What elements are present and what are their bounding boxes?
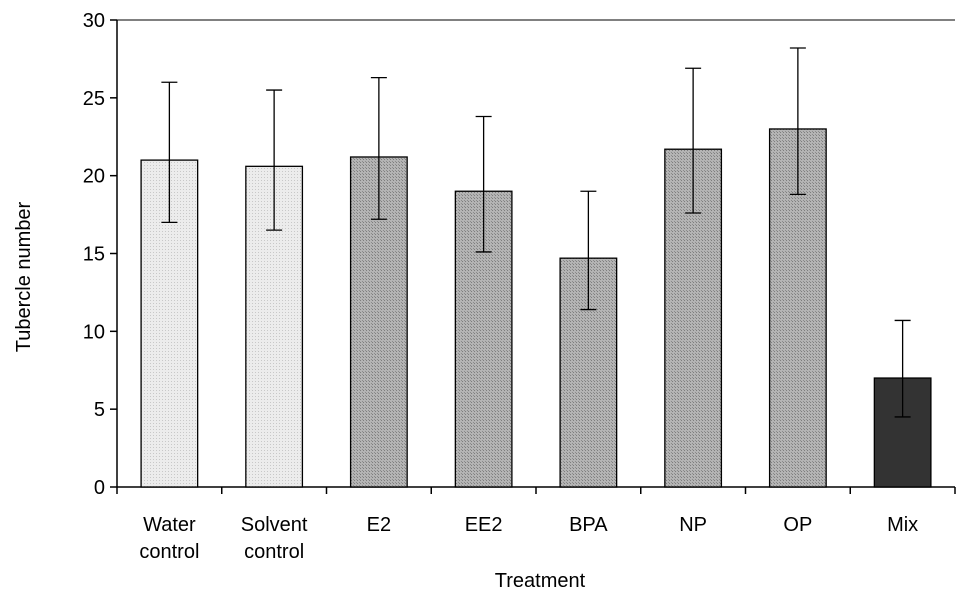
x-tick-label: OP xyxy=(783,514,812,536)
x-tick-label: Water xyxy=(143,514,196,536)
x-tick-label: E2 xyxy=(367,514,391,536)
plot-area: 0 5 10 15 20 25 30 Water control Solvent control E2… xyxy=(83,10,956,563)
y-tick-label: 25 xyxy=(83,88,105,110)
x-tick-label: Mix xyxy=(887,514,918,536)
x-tick-label: EE2 xyxy=(465,514,503,536)
x-axis-title: Treatment xyxy=(495,570,586,592)
x-tick-label: BPA xyxy=(569,514,608,536)
x-tick-label: control xyxy=(139,541,199,563)
x-tick-label: NP xyxy=(679,514,707,536)
x-tick-label: control xyxy=(244,541,304,563)
y-tick-label: 15 xyxy=(83,244,105,266)
y-tick-label: 0 xyxy=(94,477,105,499)
y-tick-label: 10 xyxy=(83,321,105,343)
y-tick-label: 5 xyxy=(94,399,105,421)
y-axis-title: Tubercle number xyxy=(13,201,35,352)
y-tick-label: 20 xyxy=(83,166,105,188)
y-tick-label: 30 xyxy=(83,10,105,32)
x-tick-label: Solvent xyxy=(241,514,308,536)
